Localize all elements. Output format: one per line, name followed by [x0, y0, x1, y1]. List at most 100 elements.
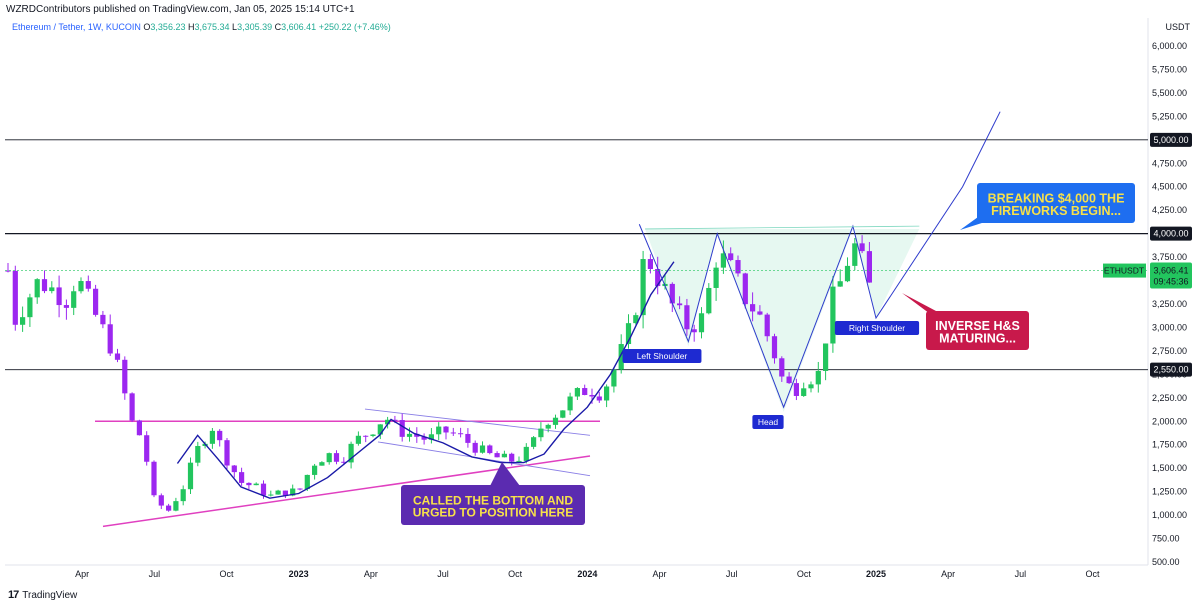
candle	[239, 467, 245, 486]
y-tick-label: 5,750.00	[1152, 64, 1187, 74]
candle-body	[173, 501, 179, 511]
level-tag-text: 2,550.00	[1153, 365, 1188, 375]
candle-body	[779, 358, 785, 377]
candle-body	[363, 435, 369, 437]
candle	[421, 433, 427, 445]
candle	[355, 431, 361, 446]
candle-body	[582, 388, 588, 395]
legend-open: 3,356.23	[150, 22, 186, 32]
candle-body	[41, 279, 48, 292]
candle	[107, 314, 113, 357]
price-tag-value: 3,606.41	[1153, 266, 1188, 276]
y-tick-label: 1,250.00	[1152, 487, 1187, 497]
candle	[757, 305, 763, 316]
tradingview-brand[interactable]: TradingView	[22, 589, 78, 601]
candle	[830, 276, 836, 353]
candle-body	[625, 323, 632, 345]
candle-body	[260, 483, 267, 496]
candle-body	[691, 329, 697, 333]
y-tick-label: 2,000.00	[1152, 416, 1187, 426]
pattern-projection-line[interactable]	[638, 111, 1001, 409]
candle	[801, 382, 807, 397]
candle-body	[370, 434, 376, 436]
x-tick-label: 2024	[577, 569, 597, 579]
candle	[567, 392, 573, 416]
candle	[195, 441, 201, 467]
head-label[interactable]: Head	[752, 415, 784, 429]
y-tick-label: 6,000.00	[1152, 41, 1187, 51]
candle-body	[684, 305, 690, 330]
candle	[633, 312, 639, 325]
y-tick-label: 4,250.00	[1152, 205, 1187, 215]
candle-body	[844, 265, 851, 282]
x-tick-label: Oct	[1085, 569, 1100, 579]
left-shoulder-label[interactable]: Left Shoulder	[622, 349, 702, 363]
candle-body	[290, 488, 296, 496]
candle	[436, 422, 442, 441]
candle-body	[158, 495, 164, 506]
candle	[837, 269, 843, 287]
candle	[509, 452, 515, 466]
plot-area	[5, 18, 1145, 565]
candle-body	[20, 317, 26, 325]
candle	[136, 419, 142, 436]
candle	[750, 292, 756, 322]
candle	[93, 284, 99, 317]
candle	[268, 490, 274, 497]
trendline-pink[interactable]	[102, 455, 591, 528]
candle-body	[56, 287, 62, 306]
candle-body	[479, 445, 486, 453]
candle	[312, 463, 318, 480]
candle-body	[458, 433, 464, 435]
candle	[596, 391, 602, 403]
candle-body	[698, 313, 705, 333]
candle	[56, 275, 62, 318]
tradingview-logo-icon[interactable]: 17	[8, 589, 19, 601]
x-tick-label: Oct	[508, 569, 523, 579]
candle-body	[830, 286, 836, 344]
legend-change: +250.22 (+7.46%)	[318, 22, 391, 32]
candle	[640, 250, 646, 329]
candle-body	[107, 324, 113, 354]
candle-body	[823, 343, 829, 371]
candle-body	[450, 432, 456, 434]
candle	[12, 265, 18, 331]
candle-body	[12, 270, 18, 325]
candle	[180, 485, 186, 506]
candle-body	[151, 461, 157, 496]
candle	[253, 482, 259, 486]
candle-body	[5, 270, 11, 272]
candle-body	[348, 443, 354, 463]
candle	[859, 235, 865, 254]
candle-body	[567, 396, 573, 411]
candle-body	[859, 243, 865, 252]
y-tick-label: 750.00	[1152, 534, 1180, 544]
candle-body	[574, 388, 580, 397]
y-tick-label: 4,500.00	[1152, 182, 1187, 192]
candle	[100, 310, 106, 329]
candle-body	[465, 433, 471, 443]
inverse-hs-callout[interactable]: INVERSE H&SMATURING...	[902, 293, 1029, 350]
candle	[560, 410, 566, 419]
right-shoulder-label-text: Right Shoulder	[849, 323, 905, 333]
candle-body	[596, 396, 602, 401]
candle	[319, 461, 325, 466]
right-shoulder-label[interactable]: Right Shoulder	[834, 321, 920, 335]
price-tag-countdown: 09:45:36	[1153, 277, 1188, 287]
candle-body	[297, 488, 303, 490]
candle-body	[808, 384, 814, 389]
level-tag-bg	[1150, 226, 1192, 241]
x-tick-label: Oct	[219, 569, 234, 579]
y-tick-label: 1,500.00	[1152, 463, 1187, 473]
candle	[669, 282, 675, 313]
candle	[786, 372, 792, 384]
x-tick-label: Apr	[941, 569, 955, 579]
y-tick-label: 5,250.00	[1152, 111, 1187, 121]
symbol-tag-text: ETHUSDT	[1104, 266, 1144, 276]
left-shoulder-label-bg	[622, 349, 702, 363]
candle	[742, 272, 748, 309]
inverse-hs-area	[645, 228, 920, 412]
